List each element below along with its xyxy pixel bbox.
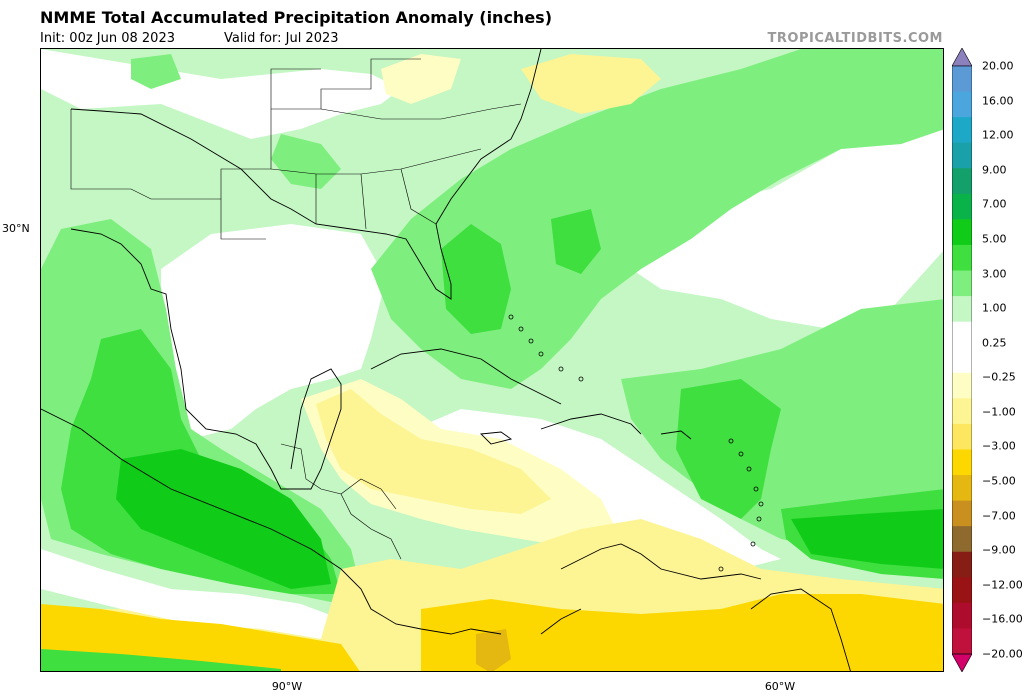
colorbar-segment	[952, 500, 972, 527]
chart-title: NMME Total Accumulated Precipitation Ano…	[40, 8, 552, 27]
field-green-atlantic	[371, 49, 943, 389]
colorbar-tick-label: −0.25	[982, 370, 1016, 384]
init-time: Init: 00z Jun 08 2023	[40, 31, 175, 46]
colorbar-segment	[952, 423, 972, 450]
colorbar-tick-label: −20.00	[982, 647, 1023, 661]
field-midgreen-antilles	[676, 379, 781, 519]
colorbar-segment	[952, 91, 972, 118]
colorbar-tick-label: 3.00	[982, 267, 1007, 281]
field-neutral-pacific-band	[41, 549, 341, 639]
colorbar-tick-label: −16.00	[982, 612, 1023, 626]
colorbar-segment	[952, 321, 972, 348]
colorbar-tick-label: 7.00	[982, 197, 1007, 211]
colorbar-tick-label: 0.25	[982, 336, 1007, 350]
field-gold-south-america	[421, 594, 943, 671]
colorbar-segment	[952, 602, 972, 629]
colorbar-tick-label: 9.00	[982, 163, 1007, 177]
field-neutral-gulf	[161, 224, 386, 439]
colorbar-segment	[952, 193, 972, 220]
colorbar	[952, 48, 972, 672]
colorbar-segment	[952, 475, 972, 502]
field-neutral-atlantic	[601, 129, 943, 329]
field-midgreen-bahamas	[441, 224, 511, 334]
colorbar-tick-label: −7.00	[982, 509, 1016, 523]
map-panel	[40, 48, 944, 672]
field-green-us-patches	[271, 134, 341, 189]
island-chain	[508, 314, 764, 572]
colorbar-tick-label: −9.00	[982, 543, 1016, 557]
field-darkgreen-mexico	[116, 449, 331, 589]
field-yellow-northeast	[521, 54, 661, 114]
colorbar-segment	[952, 628, 972, 655]
colorbar-segment	[952, 398, 972, 425]
colorbar-tick-label: −5.00	[982, 474, 1016, 488]
colorbar-tick-label: −3.00	[982, 439, 1016, 453]
brand-watermark: TROPICALTIDBITS.COM	[767, 31, 943, 46]
colorbar-segment	[952, 270, 972, 297]
colorbar-tick-label: −12.00	[982, 578, 1023, 592]
field-green-us-patch2	[131, 54, 181, 89]
field-lightyellow-north	[381, 54, 461, 104]
colorbar-segment	[952, 142, 972, 169]
colorbar-segment	[952, 66, 972, 93]
colorbar-tick-label: 1.00	[982, 301, 1007, 315]
latitude-label-30n: 30°N	[2, 222, 30, 235]
colorbar-tick-label: 16.00	[982, 94, 1014, 108]
longitude-label-60w: 60°W	[764, 680, 796, 693]
colorbar-segment	[952, 244, 972, 272]
field-orange-spot	[476, 629, 511, 671]
colorbar-segment	[952, 449, 972, 476]
colorbar-segment	[952, 168, 972, 195]
colorbar-segment	[952, 117, 972, 144]
colorbar-top-extend	[952, 48, 972, 67]
colorbar-segment	[952, 551, 972, 578]
valid-time: Valid for: Jul 2023	[224, 31, 339, 46]
colorbar-segment	[952, 526, 972, 553]
colorbar-segment	[952, 372, 972, 399]
colorbar-tick-label: 20.00	[982, 59, 1014, 73]
field-yellow-central-america	[316, 389, 551, 514]
colorbar-tick-label: −1.00	[982, 405, 1016, 419]
colorbar-segment	[952, 219, 972, 246]
precipitation-anomaly-map	[41, 49, 943, 671]
colorbar-segment	[952, 296, 972, 323]
colorbar-bottom-extend	[952, 653, 972, 672]
colorbar-segment	[952, 347, 972, 374]
field-midgreen-atlantic	[551, 209, 601, 274]
colorbar-tick-label: 12.00	[982, 128, 1014, 142]
longitude-label-90w: 90°W	[271, 680, 303, 693]
colorbar-outline	[952, 65, 972, 655]
coastlines	[41, 49, 851, 671]
colorbar-tick-label: 5.00	[982, 232, 1007, 246]
field-green-pacific-strip	[41, 649, 281, 671]
state-borders	[70, 58, 522, 560]
field-darkgreen-east	[791, 509, 943, 569]
colorbar-segment	[952, 577, 972, 604]
